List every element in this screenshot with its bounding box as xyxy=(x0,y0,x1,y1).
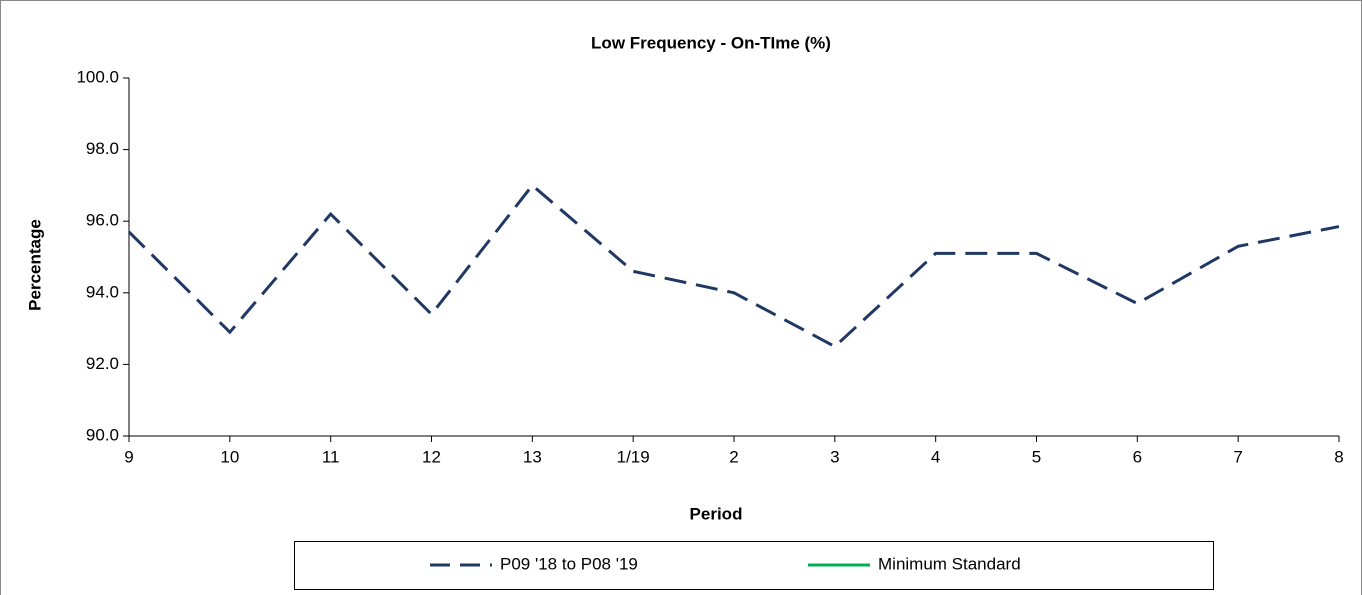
data-line xyxy=(127,183,1340,349)
x-tick-label: 9 xyxy=(124,447,133,466)
legend-label: P09 '18 to P08 '19 xyxy=(500,554,638,573)
x-tick-label: 4 xyxy=(931,447,940,466)
chart-title: Low Frequency - On-TIme (%) xyxy=(591,33,831,52)
x-tick-label: 5 xyxy=(1032,447,1041,466)
y-tick-label: 96.0 xyxy=(86,211,119,230)
legend-label: Minimum Standard xyxy=(878,554,1021,573)
x-tick-label: 7 xyxy=(1233,447,1242,466)
x-tick-label: 13 xyxy=(523,447,542,466)
x-tick-label: 2 xyxy=(729,447,738,466)
x-axis-title: Period xyxy=(690,504,743,523)
legend-box xyxy=(294,541,1214,590)
y-axis-title: Percentage xyxy=(25,219,44,311)
y-tick-label: 90.0 xyxy=(86,425,119,444)
x-tick-label: 1/19 xyxy=(617,447,650,466)
x-tick-label: 6 xyxy=(1133,447,1142,466)
y-tick-label: 92.0 xyxy=(86,354,119,373)
x-tick-label: 10 xyxy=(220,447,239,466)
x-tick-label: 3 xyxy=(830,447,839,466)
x-tick-label: 11 xyxy=(322,447,340,466)
y-tick-label: 94.0 xyxy=(86,282,119,301)
y-tick-label: 100.0 xyxy=(76,67,119,86)
x-tick-label: 8 xyxy=(1334,447,1343,466)
x-tick-label: 12 xyxy=(422,447,441,466)
y-tick-label: 98.0 xyxy=(86,139,119,158)
